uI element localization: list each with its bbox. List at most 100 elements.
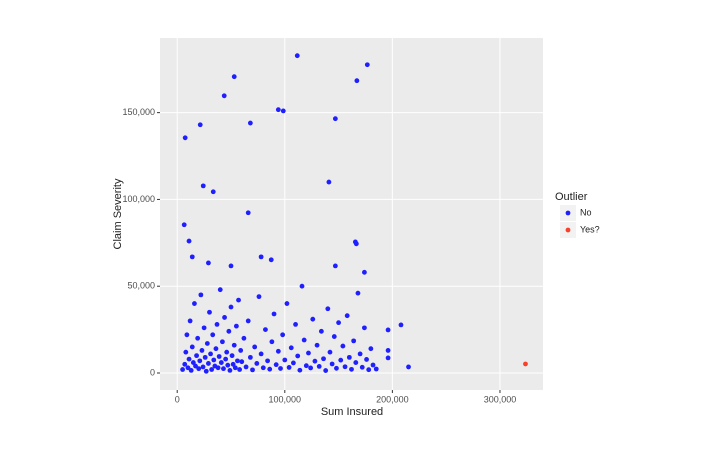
- point: [278, 366, 283, 371]
- point: [231, 342, 237, 348]
- point: [183, 349, 189, 355]
- point: [316, 363, 322, 369]
- y-tick-label: 50,000: [127, 281, 155, 291]
- point: [182, 135, 188, 141]
- point: [188, 367, 194, 373]
- y-tick-label: 0: [150, 367, 155, 377]
- point: [231, 74, 237, 80]
- point: [362, 325, 367, 331]
- point: [332, 263, 338, 269]
- point: [282, 357, 288, 363]
- point: [284, 301, 290, 306]
- point: [332, 116, 338, 122]
- legend-title: Outlier: [555, 191, 588, 203]
- point: [189, 254, 195, 260]
- point: [243, 364, 249, 370]
- point: [364, 62, 370, 68]
- point: [294, 53, 300, 59]
- point: [239, 359, 245, 365]
- point: [241, 335, 247, 341]
- point: [236, 297, 241, 303]
- x-tick-label: 100,000: [269, 394, 302, 404]
- point: [233, 323, 239, 329]
- point: [260, 365, 266, 371]
- point: [238, 348, 244, 353]
- point: [326, 179, 332, 185]
- point: [196, 366, 202, 372]
- point: [385, 327, 391, 333]
- point: [206, 361, 211, 366]
- point: [200, 364, 206, 370]
- point: [192, 301, 197, 306]
- point: [228, 304, 234, 310]
- point: [229, 353, 235, 359]
- point: [206, 260, 211, 266]
- point: [190, 360, 196, 365]
- point: [325, 306, 331, 312]
- x-axis-label: Sum Insured: [321, 406, 383, 418]
- point: [207, 309, 212, 315]
- point: [235, 358, 240, 364]
- point: [306, 350, 311, 356]
- point: [184, 332, 190, 338]
- point: [269, 339, 275, 345]
- panel: [160, 38, 543, 390]
- point: [221, 93, 227, 99]
- legend-marker: [565, 227, 571, 233]
- point: [210, 189, 216, 195]
- point: [222, 315, 227, 320]
- point: [342, 364, 348, 370]
- point: [194, 353, 199, 359]
- point: [250, 367, 255, 373]
- point: [224, 349, 230, 355]
- point: [195, 335, 201, 341]
- legend-label: Yes?: [580, 224, 600, 234]
- x-tick-label: 300,000: [484, 394, 517, 404]
- point: [227, 367, 233, 373]
- x-tick-label: 200,000: [376, 394, 409, 404]
- point: [351, 338, 357, 344]
- point: [215, 365, 221, 371]
- point: [216, 354, 222, 359]
- point: [321, 356, 326, 362]
- x-tick-label: 0: [175, 394, 180, 404]
- point: [258, 254, 264, 260]
- point: [299, 283, 305, 289]
- point: [203, 368, 209, 374]
- y-tick-label: 100,000: [122, 194, 155, 204]
- point: [280, 108, 286, 114]
- point: [245, 318, 251, 324]
- point: [193, 363, 198, 369]
- point: [199, 348, 205, 353]
- legend-marker: [565, 210, 571, 216]
- point: [354, 78, 360, 84]
- point: [366, 367, 372, 373]
- y-axis-label: Claim Severity: [112, 178, 124, 249]
- point: [211, 357, 217, 363]
- point: [293, 321, 298, 327]
- point: [210, 332, 216, 338]
- point: [213, 346, 219, 352]
- point: [288, 345, 294, 351]
- point: [338, 357, 344, 363]
- point: [256, 294, 262, 300]
- point: [228, 263, 234, 269]
- point: [370, 362, 376, 368]
- point: [355, 290, 361, 296]
- point: [219, 339, 225, 345]
- point: [223, 356, 229, 362]
- point: [197, 122, 203, 128]
- point: [291, 360, 296, 366]
- point: [340, 343, 346, 349]
- point: [318, 328, 324, 334]
- point: [232, 365, 238, 371]
- point: [314, 342, 320, 348]
- point: [353, 241, 359, 247]
- point: [349, 366, 354, 372]
- legend-label: No: [580, 207, 592, 217]
- point: [247, 354, 253, 360]
- point: [202, 354, 208, 360]
- point: [181, 222, 187, 228]
- point: [197, 358, 203, 364]
- point: [218, 360, 224, 365]
